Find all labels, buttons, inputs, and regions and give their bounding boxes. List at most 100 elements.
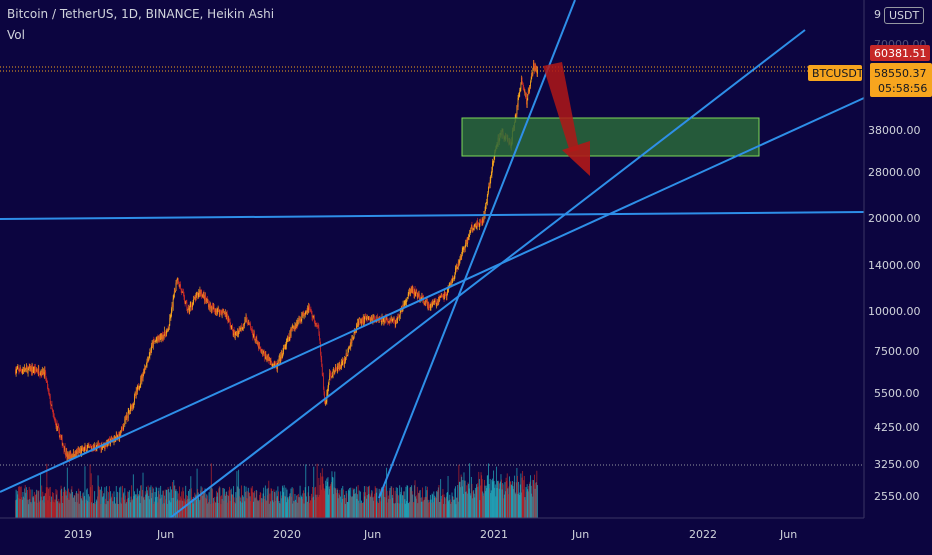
volume-bar [267, 495, 269, 518]
steep-trendline[interactable] [378, 0, 576, 499]
volume-bar [34, 501, 36, 518]
currency-badge[interactable]: USDT [884, 7, 925, 24]
candle-body [419, 294, 420, 301]
candle-body [317, 326, 319, 328]
candle-body [523, 87, 525, 93]
volume-bar [377, 501, 378, 518]
volume-bar [130, 502, 131, 518]
support-zone-rectangle[interactable] [461, 117, 760, 157]
candle-body [243, 322, 245, 326]
candle-body [230, 326, 232, 327]
volume-bar [368, 493, 370, 518]
volume-bar [16, 491, 18, 518]
volume-bar [375, 487, 377, 518]
volume-bar [520, 473, 522, 518]
volume-bar [466, 485, 468, 518]
long-trendline[interactable] [0, 97, 865, 493]
candle-body [84, 446, 86, 449]
volume-bar [344, 494, 345, 518]
volume-bar [85, 503, 86, 518]
candle-body [242, 325, 244, 328]
candle-body [78, 449, 80, 452]
candle-body [62, 444, 64, 447]
candle-body [280, 354, 282, 362]
volume-bar [364, 496, 366, 518]
volume-legend-label[interactable]: Vol [7, 28, 25, 42]
volume-bar [457, 501, 459, 518]
candle-body [484, 210, 486, 216]
volume-bar [250, 501, 252, 518]
volume-bar [114, 497, 116, 518]
candle-body [64, 447, 65, 451]
volume-bar [531, 493, 533, 518]
volume-bar [474, 487, 476, 518]
candle-body [279, 357, 280, 359]
candle-body [409, 290, 411, 294]
candle-body [521, 77, 522, 84]
volume-bar [313, 466, 315, 518]
volume-bar [519, 484, 521, 518]
candle-body [221, 310, 223, 315]
volume-bar [316, 463, 318, 518]
candle-body [222, 310, 224, 313]
candle-body [214, 310, 216, 313]
trendlines[interactable] [0, 0, 865, 519]
candle-body [59, 435, 61, 438]
countdown-value: 05:58:56 [878, 82, 927, 95]
candle-body [360, 322, 362, 324]
candle-body [437, 301, 439, 304]
chart-legend-title[interactable]: Bitcoin / TetherUS, 1D, BINANCE, Heikin … [7, 7, 275, 21]
volume-bar [464, 480, 465, 518]
candle-body [198, 291, 200, 295]
volume-bar [182, 487, 184, 518]
candle-body [260, 349, 262, 351]
volume-bar [292, 503, 294, 518]
volume-bar [258, 501, 259, 518]
candle-body [56, 423, 58, 429]
volume-bar [192, 498, 193, 518]
volume-bar [354, 492, 356, 518]
candle-body [28, 366, 30, 369]
volume-bar [232, 494, 234, 518]
volume-bar [336, 488, 338, 518]
volume-bar [501, 479, 502, 518]
volume-bar [399, 494, 401, 518]
time-tick: 2019 [64, 528, 92, 541]
time-axis[interactable] [0, 518, 932, 550]
candle-body [228, 317, 230, 320]
volume-bar [144, 499, 146, 518]
volume-bar [308, 486, 310, 518]
candle-body [294, 325, 296, 330]
volume-bar [99, 489, 101, 518]
volume-bar [456, 497, 458, 518]
horizontal-trendline[interactable] [0, 211, 865, 220]
candle-body [319, 334, 320, 339]
volume-bar [371, 491, 373, 518]
candle-body [480, 220, 482, 222]
volume-bar [330, 482, 332, 518]
volume-bar [434, 497, 436, 518]
candle-body [381, 317, 383, 322]
candle-body [165, 332, 167, 337]
candle-body [434, 300, 436, 302]
candle-body [175, 282, 177, 291]
mid-trendline[interactable] [169, 29, 806, 519]
volume-bar [57, 501, 59, 518]
volume-bar [512, 486, 514, 518]
candle-body [287, 336, 289, 339]
volume-bar [422, 501, 424, 518]
candle-body [531, 73, 533, 75]
candle-body [278, 362, 279, 364]
candle-body [36, 370, 37, 372]
volume-bar [467, 482, 469, 518]
volume-bar [74, 501, 76, 518]
candle-body [293, 327, 295, 330]
volume-bar [361, 500, 362, 518]
candle-body [330, 374, 332, 377]
candle-body [424, 302, 426, 304]
volume-bar [242, 495, 244, 518]
volume-bar [398, 503, 400, 518]
down-arrow-annotation[interactable] [543, 62, 590, 176]
